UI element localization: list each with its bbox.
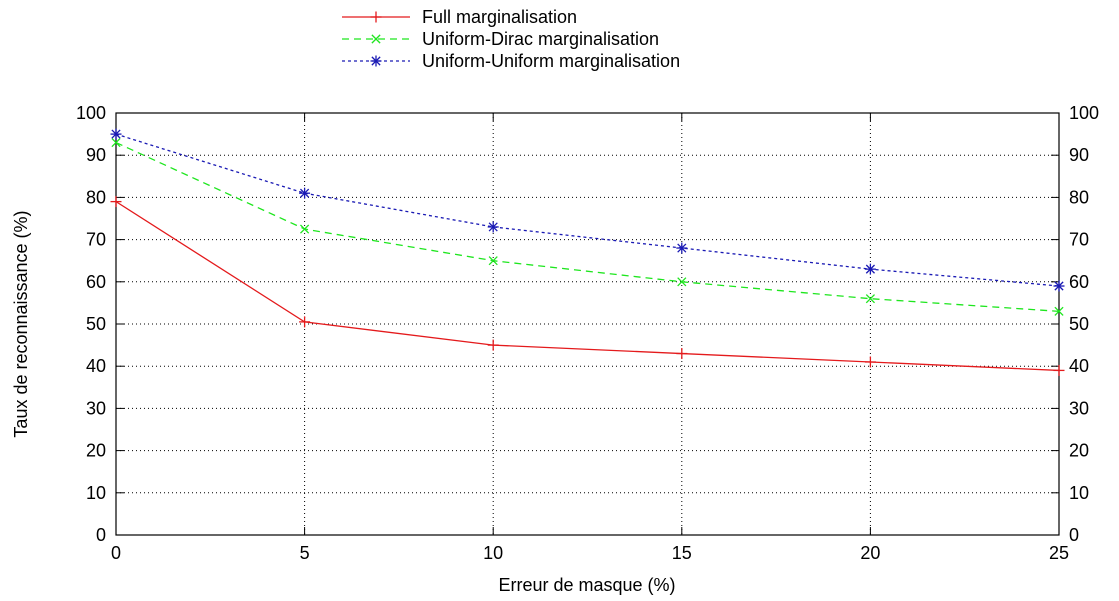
y2-tick-label: 70 (1069, 230, 1089, 250)
y-tick-label: 10 (86, 483, 106, 503)
legend-label: Uniform-Uniform marginalisation (422, 51, 680, 71)
data-point (300, 224, 310, 234)
x-tick-label: 25 (1049, 543, 1069, 563)
legend-item: Uniform-Dirac marginalisation (342, 29, 659, 49)
x-axis-label: Erreur de masque (%) (498, 575, 675, 595)
x-tick-label: 10 (483, 543, 503, 563)
y-tick-label: 80 (86, 187, 106, 207)
y-tick-label: 90 (86, 145, 106, 165)
data-point (677, 277, 687, 287)
data-point (111, 137, 121, 148)
x-tick-label: 5 (300, 543, 310, 563)
y2-tick-label: 30 (1069, 398, 1089, 418)
series-line-1 (115, 201, 1060, 372)
y2-tick-label: 20 (1069, 441, 1089, 461)
data-point (865, 294, 875, 304)
data-point (488, 256, 498, 266)
y2-tick-label: 60 (1069, 272, 1089, 292)
legend-label: Uniform-Dirac marginalisation (422, 29, 659, 49)
y-tick-label: 60 (86, 272, 106, 292)
y-tick-label: 70 (86, 230, 106, 250)
y2-tick-label: 100 (1069, 103, 1099, 123)
y2-tick-label: 80 (1069, 187, 1089, 207)
data-point (299, 316, 311, 328)
legend-item: Full marginalisation (342, 7, 577, 27)
y-tick-label: 30 (86, 398, 106, 418)
data-point (864, 356, 876, 368)
y2-tick-label: 0 (1069, 525, 1079, 545)
series-lines (110, 128, 1065, 376)
x-tick-label: 20 (860, 543, 880, 563)
y-tick-label: 50 (86, 314, 106, 334)
legend-marker (370, 55, 382, 67)
plot-frame (115, 112, 1060, 536)
y-tick-label: 0 (96, 525, 106, 545)
data-point (487, 221, 499, 233)
x-tick-label: 0 (111, 543, 121, 563)
legend-item: Uniform-Uniform marginalisation (342, 51, 680, 71)
data-point (1053, 280, 1065, 292)
legend-marker (370, 11, 382, 23)
data-point (299, 187, 311, 199)
data-point (676, 348, 688, 360)
data-point (110, 128, 122, 140)
y2-tick-label: 50 (1069, 314, 1089, 334)
y-axis-label: Taux de reconnaissance (%) (11, 210, 31, 437)
y-tick-label: 20 (86, 441, 106, 461)
series-line-2 (115, 141, 1060, 312)
y2-tick-label: 40 (1069, 356, 1089, 376)
y2-tick-label: 90 (1069, 145, 1089, 165)
data-point (1054, 306, 1064, 316)
legend-marker (371, 34, 381, 44)
x-tick-label: 15 (672, 543, 692, 563)
legend-label: Full marginalisation (422, 7, 577, 27)
data-point (110, 196, 122, 208)
data-point (676, 242, 688, 254)
data-point (487, 339, 499, 351)
grid (116, 113, 1059, 535)
series-line-3 (115, 133, 1060, 287)
y-tick-label: 40 (86, 356, 106, 376)
y-tick-label: 100 (76, 103, 106, 123)
y2-tick-label: 10 (1069, 483, 1089, 503)
data-point (1053, 364, 1065, 376)
data-point (864, 263, 876, 275)
